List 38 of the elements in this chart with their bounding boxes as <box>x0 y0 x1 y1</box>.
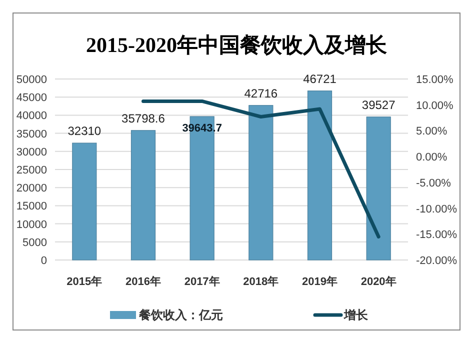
y2-tick-label: -20.00% <box>416 255 458 267</box>
bar <box>130 130 156 260</box>
y-tick-label: 50000 <box>16 74 47 86</box>
y2-tick-label: -5.00% <box>416 177 452 190</box>
data-label: 39527 <box>362 98 396 112</box>
y-tick-label: 35000 <box>16 128 47 140</box>
y2-tick-label: 15.00% <box>416 74 454 86</box>
bar <box>307 90 332 260</box>
legend-label: 增长 <box>343 308 369 322</box>
y-tick-label: 5000 <box>22 236 47 249</box>
y-tick-label: 30000 <box>16 146 47 158</box>
y2-tick-label: -10.00% <box>416 203 458 216</box>
y-tick-label: 15000 <box>16 200 47 213</box>
chart-title: 2015-2020年中国餐饮收入及增长 <box>86 33 388 57</box>
y-tick-label: 25000 <box>16 164 47 176</box>
legend-label: 餐饮收入：亿元 <box>138 308 223 322</box>
y2-tick-label: 10.00% <box>416 100 454 112</box>
x-tick-label: 2019年 <box>302 275 338 288</box>
x-tick-label: 2015年 <box>66 275 102 288</box>
data-label: 32310 <box>68 124 102 138</box>
y-tick-label: 45000 <box>16 92 47 104</box>
data-label: 46721 <box>303 72 337 86</box>
y-tick-label: 40000 <box>16 110 47 122</box>
x-tick-label: 2018年 <box>243 275 279 288</box>
bar <box>72 142 97 260</box>
y2-tick-label: -15.00% <box>416 229 458 242</box>
bar <box>248 105 274 260</box>
y2-tick-label: 5.00% <box>416 126 448 138</box>
x-tick-label: 2020年 <box>360 275 396 288</box>
y-tick-label: 20000 <box>16 182 47 195</box>
data-label: 42716 <box>244 86 278 100</box>
bar <box>366 116 391 260</box>
data-label: 35798.6 <box>122 111 166 126</box>
y-tick-label: 10000 <box>16 218 47 231</box>
x-tick-label: 2016年 <box>126 275 161 288</box>
x-tick-label: 2017年 <box>184 275 220 288</box>
y2-tick-label: 0.00% <box>416 152 448 164</box>
y-tick-label: 0 <box>40 255 47 267</box>
